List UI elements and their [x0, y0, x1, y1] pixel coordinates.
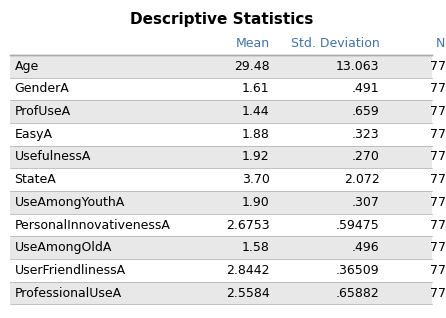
Text: 77: 77: [429, 150, 446, 163]
Text: Mean: Mean: [235, 38, 270, 51]
Text: Std. Deviation: Std. Deviation: [291, 38, 380, 51]
Text: Age: Age: [15, 60, 39, 73]
Text: 1.90: 1.90: [242, 196, 270, 209]
Text: EasyA: EasyA: [15, 128, 53, 141]
Text: 2.5584: 2.5584: [226, 287, 270, 300]
Text: 1.44: 1.44: [242, 105, 270, 118]
Text: .491: .491: [352, 82, 380, 95]
Bar: [10, 100, 432, 123]
Bar: [10, 236, 432, 259]
Text: .59475: .59475: [336, 218, 380, 232]
Text: UseAmongYouthA: UseAmongYouthA: [15, 196, 125, 209]
Text: 2.072: 2.072: [344, 173, 380, 186]
Bar: [10, 282, 432, 305]
Bar: [10, 123, 432, 146]
Text: .36509: .36509: [336, 264, 380, 277]
Text: 1.58: 1.58: [242, 241, 270, 254]
Text: PersonalInnovativenessA: PersonalInnovativenessA: [15, 218, 170, 232]
Text: 1.88: 1.88: [242, 128, 270, 141]
Text: Descriptive Statistics: Descriptive Statistics: [130, 12, 313, 27]
Text: 77: 77: [429, 82, 446, 95]
Text: .659: .659: [352, 105, 380, 118]
Text: 77: 77: [429, 264, 446, 277]
Text: StateA: StateA: [15, 173, 56, 186]
Text: .65882: .65882: [336, 287, 380, 300]
Text: ProfUseA: ProfUseA: [15, 105, 71, 118]
Text: 1.92: 1.92: [242, 150, 270, 163]
Text: 29.48: 29.48: [234, 60, 270, 73]
Text: 77: 77: [429, 60, 446, 73]
Text: 77: 77: [429, 196, 446, 209]
Text: 3.70: 3.70: [242, 173, 270, 186]
Bar: [10, 78, 432, 100]
Text: 2.8442: 2.8442: [226, 264, 270, 277]
Text: 77: 77: [429, 128, 446, 141]
Text: N: N: [436, 38, 446, 51]
Text: 1.61: 1.61: [242, 82, 270, 95]
Text: UserFriendlinessA: UserFriendlinessA: [15, 264, 126, 277]
Text: UsefulnessA: UsefulnessA: [15, 150, 91, 163]
Text: 77: 77: [429, 241, 446, 254]
Text: .270: .270: [352, 150, 380, 163]
Bar: [10, 55, 432, 78]
Text: GenderA: GenderA: [15, 82, 69, 95]
Text: 77: 77: [429, 287, 446, 300]
Text: 13.063: 13.063: [336, 60, 380, 73]
Text: ProfessionalUseA: ProfessionalUseA: [15, 287, 122, 300]
Bar: [10, 168, 432, 191]
Bar: [10, 214, 432, 236]
Text: .307: .307: [352, 196, 380, 209]
Text: .323: .323: [352, 128, 380, 141]
Bar: [10, 259, 432, 282]
Text: 77: 77: [429, 105, 446, 118]
Text: .496: .496: [352, 241, 380, 254]
Bar: [10, 146, 432, 168]
Bar: [10, 191, 432, 214]
Text: 2.6753: 2.6753: [226, 218, 270, 232]
Text: 77: 77: [429, 218, 446, 232]
Text: 77: 77: [429, 173, 446, 186]
Text: UseAmongOldA: UseAmongOldA: [15, 241, 112, 254]
